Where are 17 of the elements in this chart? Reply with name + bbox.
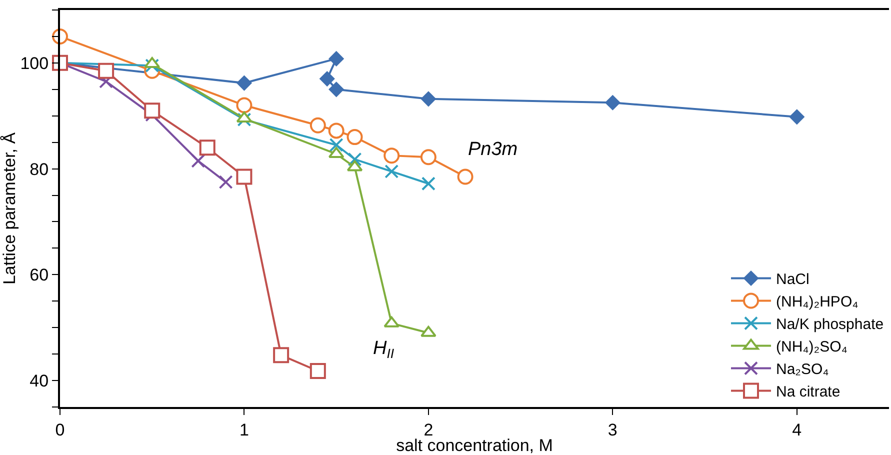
annotation: Pn3m	[468, 139, 518, 160]
x-tick-label: 3	[608, 420, 618, 440]
legend-label: (NH₄)₂SO₄	[776, 338, 848, 356]
y-axis-title: Lattice parameter, Å	[0, 132, 19, 285]
x-tick-label: 1	[239, 420, 249, 440]
x-tick-label: 0	[55, 420, 65, 440]
y-tick-label: 100	[20, 54, 49, 73]
legend-label: Na citrate	[776, 384, 840, 401]
x-tick-label: 4	[792, 420, 802, 440]
y-tick-label: 60	[30, 266, 49, 285]
legend-label: NaCl	[776, 271, 810, 288]
y-tick-label: 40	[30, 371, 49, 390]
legend-label: (NH₄)₂HPO₄	[776, 294, 858, 311]
legend-label: Na₂SO₄	[776, 361, 829, 378]
y-tick-label: 80	[30, 160, 49, 179]
annotation: H$_{II}$	[373, 338, 394, 361]
legend-label: Na/K phosphate	[776, 316, 884, 334]
